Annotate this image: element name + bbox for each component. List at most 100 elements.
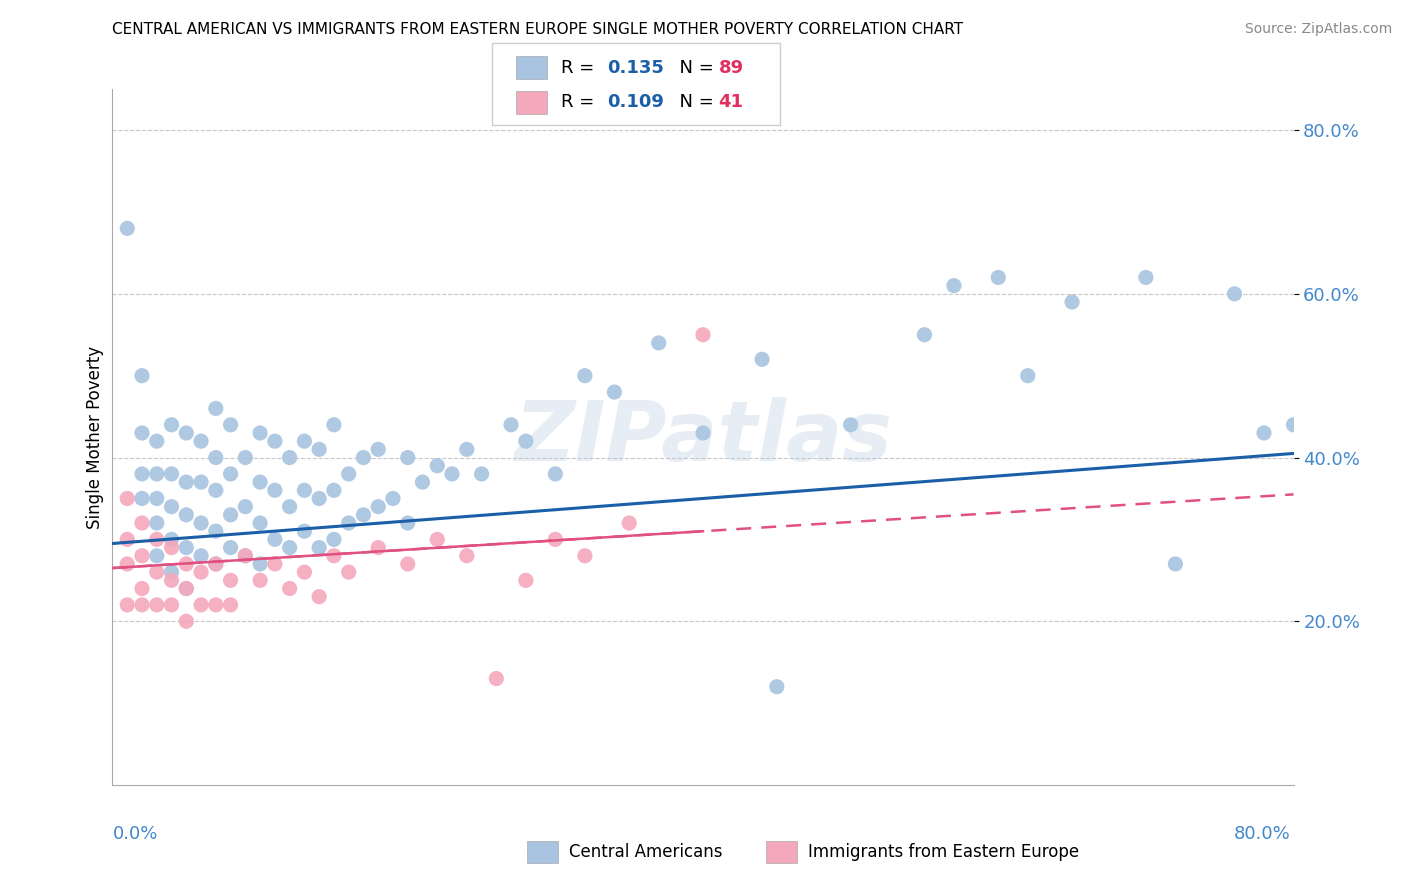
Text: 0.135: 0.135 <box>607 59 664 77</box>
Point <box>174 557 197 571</box>
Point <box>323 549 346 563</box>
Text: CENTRAL AMERICAN VS IMMIGRANTS FROM EASTERN EUROPE SINGLE MOTHER POVERTY CORRELA: CENTRAL AMERICAN VS IMMIGRANTS FROM EAST… <box>112 22 963 37</box>
Point <box>190 516 212 530</box>
Text: Immigrants from Eastern Europe: Immigrants from Eastern Europe <box>808 843 1080 861</box>
Text: N =: N = <box>668 93 720 112</box>
Point <box>278 450 301 465</box>
Point <box>174 582 197 596</box>
Point <box>692 327 714 342</box>
Point <box>233 549 256 563</box>
Point <box>751 352 773 367</box>
Point <box>160 598 183 612</box>
Text: Central Americans: Central Americans <box>569 843 723 861</box>
Point <box>233 500 256 514</box>
Point <box>367 500 389 514</box>
Text: R =: R = <box>561 93 600 112</box>
Point <box>131 549 153 563</box>
Point <box>249 557 271 571</box>
Point <box>308 541 330 555</box>
Point <box>174 475 197 489</box>
Point <box>839 417 862 432</box>
Point <box>515 574 537 588</box>
Point <box>426 533 449 547</box>
Point <box>456 442 478 457</box>
Point <box>574 368 596 383</box>
Point <box>249 516 271 530</box>
Point <box>1282 417 1305 432</box>
Point <box>396 450 419 465</box>
Point <box>174 582 197 596</box>
Point <box>308 442 330 457</box>
Point <box>278 541 301 555</box>
Point <box>233 450 256 465</box>
Point <box>544 467 567 481</box>
Text: N =: N = <box>668 59 720 77</box>
Point <box>160 500 183 514</box>
Point <box>249 475 271 489</box>
Point <box>131 598 153 612</box>
Point <box>1253 425 1275 440</box>
Point <box>174 614 197 628</box>
Point <box>337 516 360 530</box>
Point <box>160 417 183 432</box>
Point <box>914 327 936 342</box>
Point <box>117 491 138 506</box>
Point <box>515 434 537 449</box>
Point <box>146 467 169 481</box>
Point <box>190 434 212 449</box>
Text: R =: R = <box>561 59 600 77</box>
Point <box>1223 286 1246 301</box>
Text: 89: 89 <box>718 59 744 77</box>
Point <box>131 582 153 596</box>
Text: 41: 41 <box>718 93 744 112</box>
Point <box>485 672 508 686</box>
Point <box>619 516 641 530</box>
Text: 80.0%: 80.0% <box>1234 825 1291 843</box>
Point <box>205 450 228 465</box>
Point <box>367 541 389 555</box>
Point <box>146 516 169 530</box>
Point <box>174 508 197 522</box>
Point <box>544 533 567 547</box>
Point <box>352 508 374 522</box>
Point <box>278 582 301 596</box>
Point <box>205 557 228 571</box>
Point <box>501 417 523 432</box>
Point <box>219 508 242 522</box>
Point <box>441 467 464 481</box>
Point <box>131 467 153 481</box>
Point <box>1017 368 1039 383</box>
Point <box>396 557 419 571</box>
Point <box>131 368 153 383</box>
Point <box>603 385 626 400</box>
Point <box>146 434 169 449</box>
Point <box>146 565 169 579</box>
Point <box>264 483 287 498</box>
Point <box>117 533 138 547</box>
Point <box>766 680 789 694</box>
Point <box>146 598 169 612</box>
Point <box>117 598 138 612</box>
Point <box>233 549 256 563</box>
Point <box>264 533 287 547</box>
Point <box>160 541 183 555</box>
Point <box>987 270 1010 285</box>
Point <box>323 483 346 498</box>
Point <box>396 516 419 530</box>
Point <box>219 467 242 481</box>
Point <box>160 565 183 579</box>
Point <box>190 598 212 612</box>
Point <box>205 524 228 539</box>
Point <box>292 565 315 579</box>
Point <box>337 565 360 579</box>
Point <box>190 549 212 563</box>
Point <box>249 425 271 440</box>
Point <box>219 574 242 588</box>
Point <box>160 533 183 547</box>
Text: Source: ZipAtlas.com: Source: ZipAtlas.com <box>1244 22 1392 37</box>
Point <box>292 434 315 449</box>
Point <box>367 442 389 457</box>
Point <box>456 549 478 563</box>
Text: 0.0%: 0.0% <box>112 825 157 843</box>
Point <box>1135 270 1157 285</box>
